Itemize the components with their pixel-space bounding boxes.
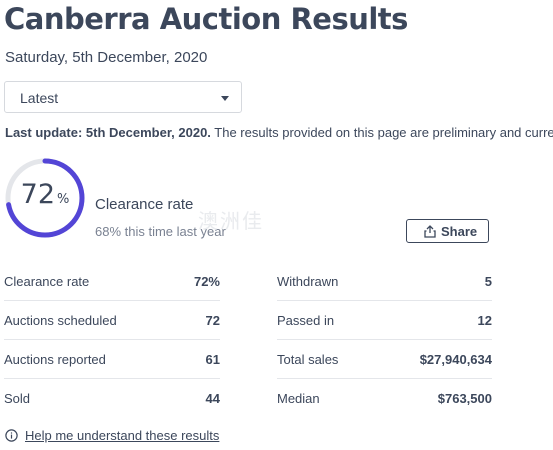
gauge-ring: [5, 158, 85, 238]
stat-value: 72%: [193, 274, 220, 289]
stat-row-auctions-reported: Auctions reported 61: [4, 340, 220, 379]
page-title: Canberra Auction Results: [4, 2, 408, 36]
stat-value: 12: [477, 313, 492, 328]
stat-row-total-sales: Total sales $27,940,634: [277, 340, 492, 379]
stat-label: Auctions scheduled: [4, 313, 117, 328]
share-icon: [424, 225, 436, 238]
stat-row-sold: Sold 44: [4, 379, 220, 418]
stat-label: Clearance rate: [4, 274, 90, 289]
gauge-unit: %: [57, 192, 70, 207]
stat-row-auctions-scheduled: Auctions scheduled 72: [4, 301, 220, 340]
clearance-rate-gauge: 72%: [4, 157, 86, 239]
share-button[interactable]: Share: [406, 219, 489, 243]
help-understand-results-link[interactable]: Help me understand these results: [25, 428, 220, 443]
stat-value: 72: [205, 313, 220, 328]
stat-row-clearance-rate: Clearance rate 72%: [4, 262, 220, 301]
stat-value: 44: [205, 391, 220, 406]
last-update-label: Last update: 5th December, 2020.: [5, 125, 211, 140]
stat-label: Total sales: [277, 352, 339, 367]
stat-label: Withdrawn: [277, 274, 339, 289]
results-period-dropdown[interactable]: Latest: [4, 81, 242, 113]
stat-label: Auctions reported: [4, 352, 106, 367]
stat-label: Median: [277, 391, 320, 406]
stat-value: $763,500: [437, 391, 492, 406]
stat-value: $27,940,634: [419, 352, 492, 367]
results-date: Saturday, 5th December, 2020: [5, 49, 208, 66]
stat-label: Sold: [4, 391, 31, 406]
stats-table-right: Withdrawn 5 Passed in 12 Total sales $27…: [277, 262, 492, 418]
gauge-label: Clearance rate: [95, 196, 194, 213]
chevron-down-icon: [221, 96, 229, 101]
gauge-value: 72%: [4, 179, 86, 210]
gauge-progress-arc: [5, 158, 85, 238]
stat-row-withdrawn: Withdrawn 5: [277, 262, 492, 301]
gauge-comparison: 68% this time last year: [95, 224, 226, 239]
stat-value: 5: [484, 274, 492, 289]
stat-row-median: Median $763,500: [277, 379, 492, 418]
stat-value: 61: [205, 352, 220, 367]
stats-table-left: Clearance rate 72% Auctions scheduled 72…: [4, 262, 220, 418]
info-icon: [5, 429, 18, 442]
share-label: Share: [441, 224, 478, 239]
stat-row-passed-in: Passed in 12: [277, 301, 492, 340]
dropdown-selected-value: Latest: [20, 90, 59, 106]
last-update-text: The results provided on this page are pr…: [210, 125, 553, 140]
last-update-notice: Last update: 5th December, 2020. The res…: [5, 125, 553, 140]
stat-label: Passed in: [277, 313, 335, 328]
gauge-number: 72: [20, 179, 55, 210]
